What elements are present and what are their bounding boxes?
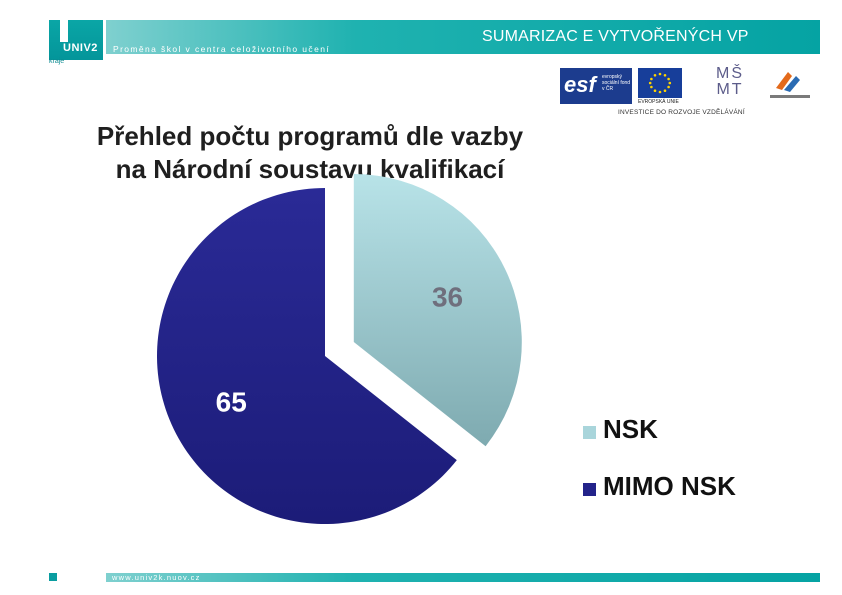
eu-caption: EVROPSKÁ UNIE <box>638 99 679 105</box>
data-label-mimo-nsk: 65 <box>216 386 247 417</box>
logo-text: UNIV2 <box>63 42 98 54</box>
legend-label-mimo-nsk: MIMO NSK <box>603 471 736 501</box>
invest-caption: INVESTICE DO ROZVOJE VZDĚLÁVÁNÍ <box>618 109 745 116</box>
slide-title: Přehled počtu programů dle vazby na Náro… <box>40 120 580 186</box>
slide-title-line-1: Přehled počtu programů dle vazby <box>96 121 524 151</box>
data-label-nsk: 36 <box>432 282 463 313</box>
legend-label-nsk: NSK <box>603 414 658 444</box>
msmt-logo: MŠ MT <box>716 65 744 98</box>
esf-logo-subtext: evropský sociální fond v ČR <box>602 74 631 92</box>
esf-logo-text: esf <box>564 72 596 97</box>
header-tagline: Proměna škol v centra celoživotního učen… <box>113 44 331 54</box>
header-title: SUMARIZAC E VYTVOŘENÝCH VP <box>482 28 749 45</box>
legend-swatch-nsk <box>583 426 596 439</box>
footer-square <box>49 573 57 581</box>
esf-logo: esf evropský sociální fond v ČR <box>560 68 632 104</box>
footer-bar <box>106 573 820 582</box>
pie-slice-nsk <box>353 174 522 447</box>
partner-logos: esf evropský sociální fond v ČR EVROPSKÁ… <box>560 66 816 116</box>
logo-subtext: kraje <box>49 58 65 65</box>
eu-flag-icon <box>638 68 682 98</box>
opvk-logo <box>766 68 814 102</box>
slide-title-line-2: na Národní soustavu kvalifikací <box>115 154 505 184</box>
footer-url: www.univ2k.nuov.cz <box>112 573 201 582</box>
pie-slice-mimo-nsk <box>156 188 457 524</box>
legend-swatch-mimo-nsk <box>583 483 596 496</box>
header-bar <box>106 20 820 54</box>
univ2-logo <box>49 20 103 60</box>
logo-notch <box>60 20 68 42</box>
